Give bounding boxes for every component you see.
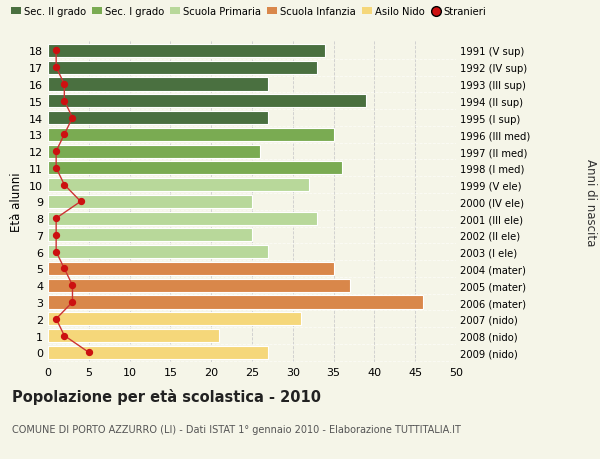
Bar [48,279,350,292]
Text: COMUNE DI PORTO AZZURRO (LI) - Dati ISTAT 1° gennaio 2010 - Elaborazione TUTTITA: COMUNE DI PORTO AZZURRO (LI) - Dati ISTA… [12,425,461,435]
Bar [48,112,268,125]
Point [52,232,61,239]
Bar [48,95,366,108]
Point [52,148,61,156]
Point [59,81,69,89]
Point [68,299,77,306]
Bar [48,45,325,58]
Point [68,282,77,289]
Bar [48,346,268,359]
Point [59,98,69,105]
Bar [48,162,342,175]
Bar [48,129,334,141]
Y-axis label: Età alunni: Età alunni [10,172,23,232]
Text: Anni di nascita: Anni di nascita [584,158,597,246]
Text: Popolazione per età scolastica - 2010: Popolazione per età scolastica - 2010 [12,388,321,404]
Point [52,248,61,256]
Point [52,48,61,55]
Point [76,198,85,206]
Bar [48,246,268,259]
Point [52,64,61,72]
Bar [48,296,424,309]
Bar [48,313,301,325]
Legend: Sec. II grado, Sec. I grado, Scuola Primaria, Scuola Infanzia, Asilo Nido, Stran: Sec. II grado, Sec. I grado, Scuola Prim… [11,7,487,17]
Bar [48,229,252,242]
Point [59,182,69,189]
Bar [48,78,268,91]
Point [84,349,94,356]
Point [68,115,77,122]
Bar [48,329,220,342]
Bar [48,145,260,158]
Bar [48,263,334,275]
Point [52,315,61,323]
Bar [48,212,317,225]
Bar [48,196,252,208]
Point [52,215,61,222]
Point [52,165,61,172]
Point [59,265,69,273]
Point [59,131,69,139]
Point [59,332,69,340]
Bar [48,179,309,192]
Bar [48,62,317,75]
